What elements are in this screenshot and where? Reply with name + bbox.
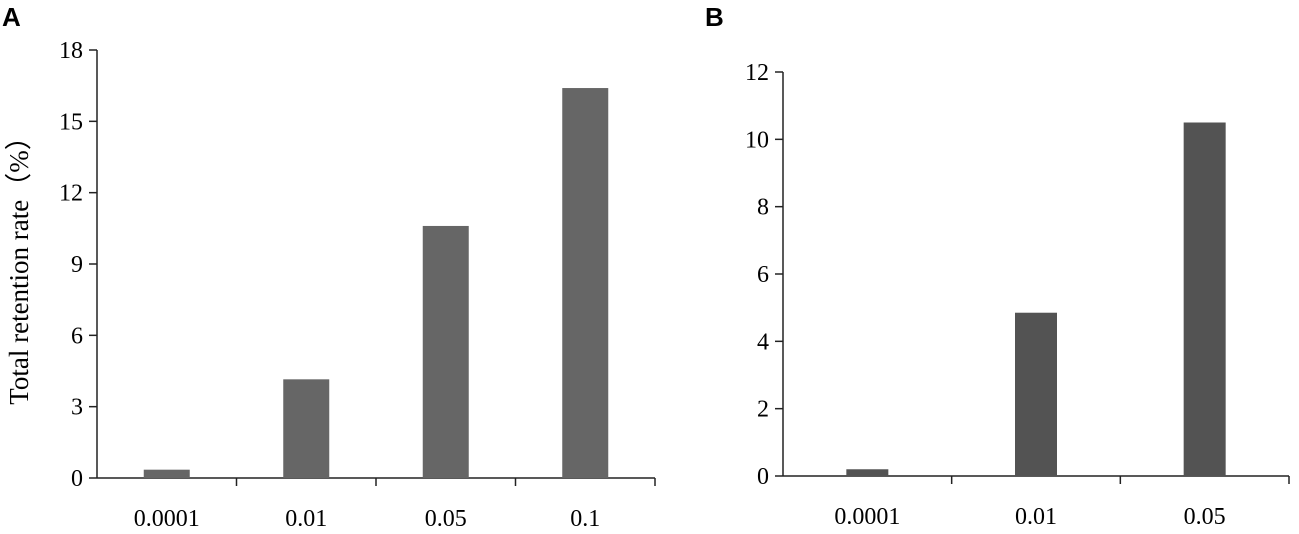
chart-b-x-tick-label: 0.01 [1015, 504, 1057, 530]
chart-b: 0 2 4 6 8 10 12 0.0001 0.01 0.05 [745, 60, 1290, 530]
chart-a-y-tick-label: 12 [59, 181, 83, 207]
chart-a-x-tick-label: 0.05 [425, 506, 467, 532]
chart-a-x-tick-label: 0.1 [570, 506, 600, 532]
panel-letter-b: B [705, 2, 724, 32]
chart-a-y-tick-label: 0 [71, 466, 83, 492]
chart-b-y-tick-label: 0 [757, 464, 769, 490]
chart-b-x-tick-label: 0.05 [1184, 504, 1226, 530]
chart-a-y-axis-title: Total retention rate（%） [4, 123, 34, 405]
chart-b-bar-1 [1015, 312, 1057, 476]
chart-b-y-tick-label: 4 [757, 329, 769, 355]
chart-a-bar-2 [422, 225, 469, 478]
chart-a-bar-3 [562, 88, 609, 479]
chart-a-y-tick-label: 9 [71, 252, 83, 278]
chart-b-y-tick-label: 8 [757, 195, 769, 221]
chart-b-y-tick-label: 6 [757, 262, 769, 288]
chart-b-x-tick-label: 0.0001 [834, 504, 900, 530]
chart-a-bar-1 [283, 379, 330, 478]
chart-a-y-tick-label: 15 [59, 109, 83, 135]
chart-b-bar-2 [1183, 122, 1226, 476]
chart-a-bar-0 [143, 469, 190, 478]
chart-a-x-tick-label: 0.0001 [134, 506, 200, 532]
chart-b-bar-0 [846, 469, 889, 476]
chart-b-y-tick-label: 2 [757, 397, 769, 423]
panel-letter-a: A [2, 2, 21, 32]
chart-b-y-tick-label: 10 [745, 127, 769, 153]
chart-a: 0 3 6 9 12 15 18 0.0001 0.01 0.05 0.1 Total retenti… [4, 38, 656, 532]
chart-a-y-tick-label: 3 [71, 395, 83, 421]
chart-a-x-tick-label: 0.01 [285, 506, 327, 532]
chart-a-y-tick-label: 18 [59, 38, 83, 64]
chart-a-y-tick-label: 6 [71, 323, 83, 349]
chart-b-y-tick-label: 12 [745, 60, 769, 86]
